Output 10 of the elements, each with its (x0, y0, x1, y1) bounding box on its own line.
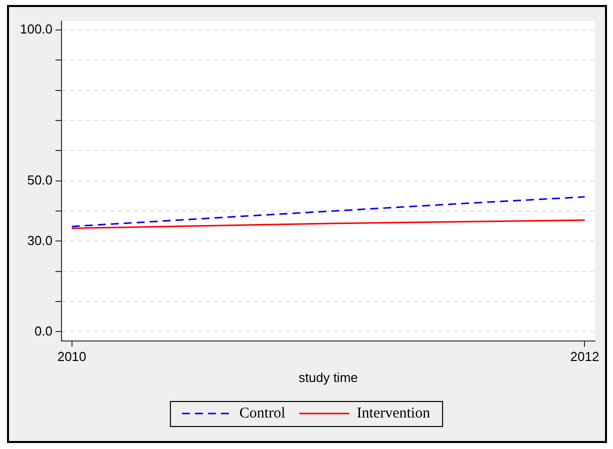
x-axis-title: study time (298, 370, 358, 385)
y-tick-label: 30.0 (27, 232, 53, 248)
legend-label: Control (239, 405, 286, 422)
x-tick-label: 2010 (57, 349, 86, 364)
y-tick-label: 50.0 (27, 172, 53, 188)
y-tick-label: 100.0 (20, 22, 53, 37)
x-tick-label: 2012 (570, 349, 600, 364)
legend-label: Intervention (356, 405, 431, 422)
y-tick-label: 0.0 (34, 323, 53, 338)
line-series (71, 196, 586, 228)
